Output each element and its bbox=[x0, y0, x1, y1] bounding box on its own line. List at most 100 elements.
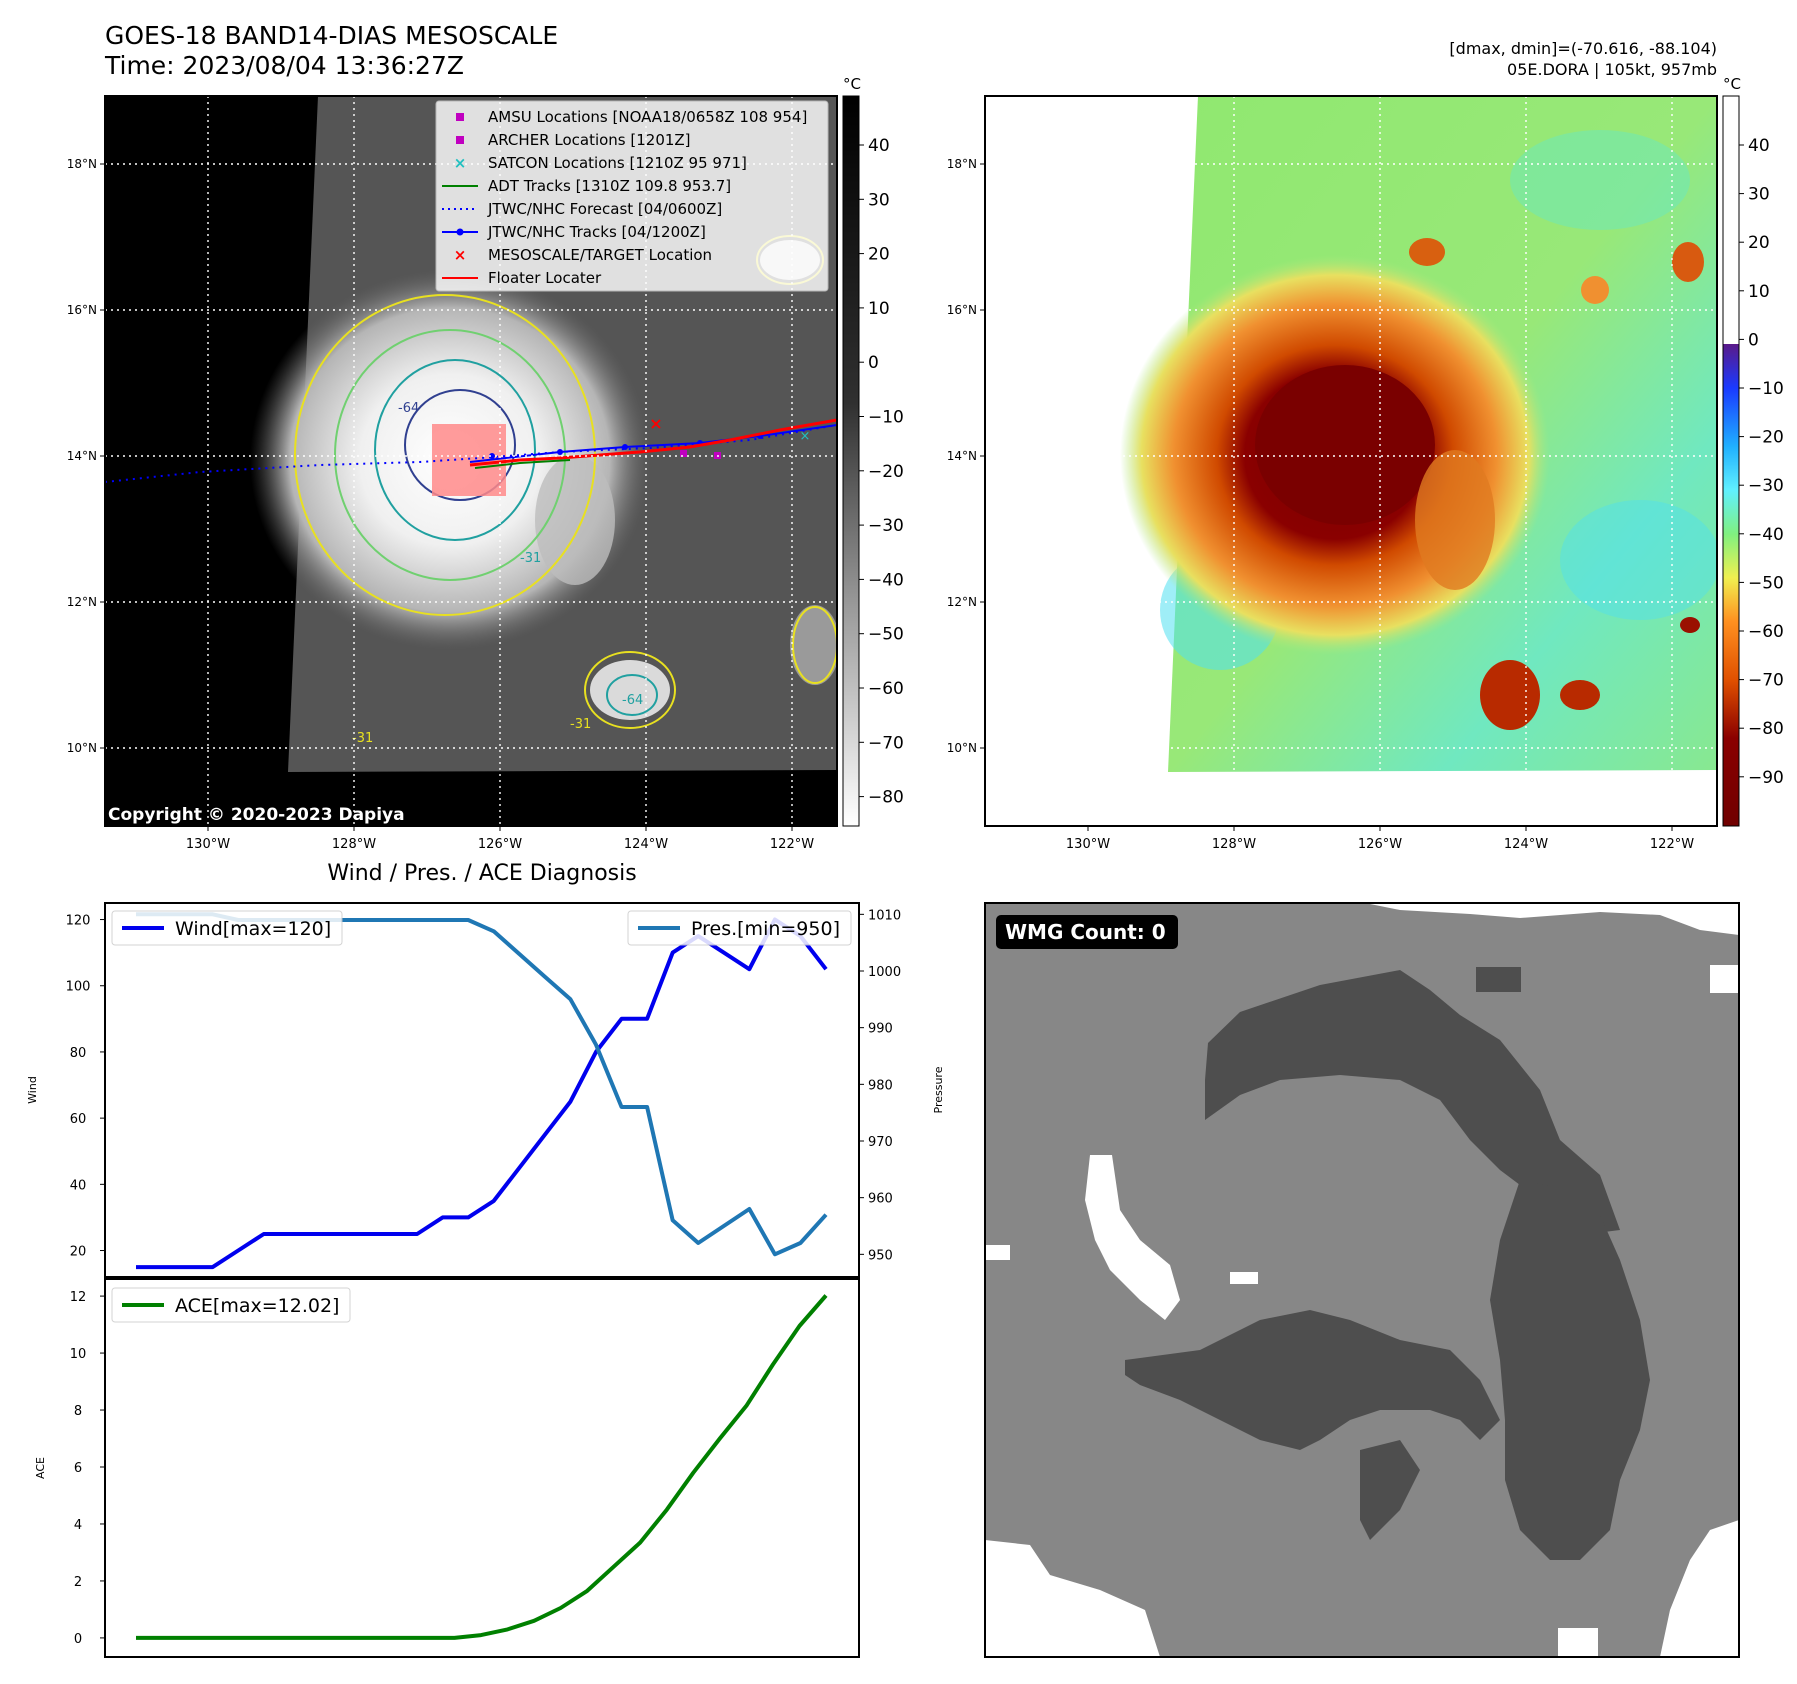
ir-lat-label: 10°N bbox=[67, 741, 97, 755]
colorbar-tick-label: −40 bbox=[868, 570, 904, 590]
colorbar-tick-label: 10 bbox=[1748, 282, 1770, 302]
mesoscale-target-marker: × bbox=[649, 414, 662, 433]
gray-colorbar: °C 40 30 20 10 0 −10 −20 −30 −40 −50 −60 −70 −80 bbox=[842, 75, 904, 827]
color-lat-label: 10°N bbox=[947, 741, 977, 755]
ir-contour-south bbox=[584, 651, 676, 729]
ace-tick-label: 0 bbox=[74, 1632, 82, 1647]
copyright-label: Copyright © 2020-2023 Dapiya bbox=[108, 805, 405, 825]
pressure-axis-label: Pressure bbox=[932, 1066, 945, 1113]
color-lon-label: 122°W bbox=[1650, 837, 1694, 852]
wind-tick-label: 120 bbox=[66, 914, 91, 929]
ir-contour-mid bbox=[334, 329, 566, 581]
ir-lat-label: 12°N bbox=[67, 595, 97, 609]
wmg-count-badge bbox=[996, 915, 1178, 949]
wind-legend: Wind[max=120] bbox=[111, 910, 343, 946]
legend-label: ARCHER Locations [1201Z] bbox=[488, 131, 691, 149]
ir-spiral-band bbox=[535, 455, 615, 585]
ace-tick-label: 4 bbox=[74, 1518, 82, 1533]
jtwc-track bbox=[469, 424, 837, 463]
wind-tick-label: 80 bbox=[70, 1046, 87, 1061]
legend-label: JTWC/NHC Tracks [04/1200Z] bbox=[487, 223, 706, 241]
colorbar-tick-label: −70 bbox=[868, 733, 904, 753]
ace-tick-label: 12 bbox=[70, 1290, 87, 1305]
ir-map-panel: -64 -31 -31 -64 -31 × × bbox=[104, 95, 838, 827]
colorbar-tick-label: −60 bbox=[868, 679, 904, 699]
legend-marker-dot bbox=[456, 228, 464, 236]
figure-title: GOES-18 BAND14-DIAS MESOSCALE bbox=[105, 21, 558, 50]
ir-lon-label: 122°W bbox=[770, 837, 814, 852]
wmg-white-corner-sw bbox=[985, 1540, 1160, 1657]
wmg-white-region-west bbox=[1085, 1155, 1180, 1320]
colorbar-tick-label: −10 bbox=[1748, 379, 1784, 399]
ace-legend-box bbox=[111, 1287, 351, 1323]
wind-pressure-chart: 20 40 60 80 100 120 950 960 970 980 990 1000 1010 Wi… bbox=[26, 902, 945, 1278]
ir-cloud-south bbox=[590, 660, 670, 720]
ir-lon-label: 128°W bbox=[332, 837, 376, 852]
jtwc-track-point bbox=[622, 444, 628, 450]
ir-contour-label: -31 bbox=[520, 551, 541, 566]
colorbar-tick-label: −20 bbox=[868, 462, 904, 482]
color-cool-patch bbox=[1560, 500, 1717, 620]
pressure-tick-label: 990 bbox=[868, 1022, 893, 1037]
ace-legend: ACE[max=12.02] bbox=[111, 1287, 351, 1323]
color-lon-label: 130°W bbox=[1066, 837, 1110, 852]
wmg-white-patch bbox=[1230, 1272, 1258, 1284]
colorbar-tick-label: 20 bbox=[1748, 233, 1770, 253]
pressure-tick-label: 960 bbox=[868, 1192, 893, 1207]
color-storm-core bbox=[1255, 365, 1435, 525]
pressure-tick-label: 1010 bbox=[868, 908, 901, 923]
ir-contour-core bbox=[404, 389, 516, 501]
legend-label: MESOSCALE/TARGET Location bbox=[488, 246, 712, 264]
ace-series-line bbox=[136, 1294, 828, 1640]
wind-legend-label: Wind[max=120] bbox=[175, 918, 331, 940]
color-cloud-south bbox=[1480, 660, 1540, 730]
color-map-panel bbox=[984, 95, 1718, 827]
legend-label: JTWC/NHC Forecast [04/0600Z] bbox=[487, 200, 722, 218]
legend-marker: × bbox=[454, 246, 467, 264]
colorbar-tick-label: −70 bbox=[1748, 671, 1784, 691]
pressure-legend: Pres.[min=950] bbox=[627, 910, 852, 946]
ir-cloud-se bbox=[790, 605, 837, 685]
wmg-white-patch bbox=[1710, 965, 1739, 993]
pressure-tick-label: 950 bbox=[868, 1248, 893, 1263]
ir-contour-label: -64 bbox=[622, 693, 643, 708]
legend-box bbox=[435, 100, 829, 292]
colorbar-tick-label: 40 bbox=[868, 136, 890, 156]
wmg-white-patch bbox=[985, 1245, 1010, 1260]
colorbar-tick-label: 0 bbox=[1748, 330, 1759, 350]
wmg-white-patch bbox=[1558, 1628, 1598, 1657]
colorbar-tick-label: −80 bbox=[1748, 719, 1784, 739]
ir-contour-label: -64 bbox=[398, 401, 419, 416]
colorbar-tick-label: 30 bbox=[1748, 185, 1770, 205]
jtwc-track-point bbox=[489, 453, 495, 459]
wind-tick-label: 60 bbox=[70, 1112, 87, 1127]
wmg-dark-region-sw bbox=[1360, 1440, 1420, 1540]
colorbar-tick-label: 0 bbox=[868, 353, 879, 373]
adt-track bbox=[474, 459, 571, 469]
colorbar-tick-label: −80 bbox=[868, 788, 904, 808]
chart-title: Wind / Pres. / ACE Diagnosis bbox=[327, 861, 636, 886]
pressure-legend-box bbox=[627, 910, 852, 946]
wmg-panel: WMG Count: 0 bbox=[984, 902, 1740, 1658]
colorbar-tick-label: 10 bbox=[868, 299, 890, 319]
pressure-tick-label: 1000 bbox=[868, 965, 901, 980]
color-cloud-se bbox=[1680, 617, 1700, 633]
wind-legend-box bbox=[111, 910, 343, 946]
legend-label: SATCON Locations [1210Z 95 971] bbox=[488, 154, 747, 172]
ir-lat-label: 14°N bbox=[67, 449, 97, 463]
wmg-count-label: WMG Count: 0 bbox=[1005, 920, 1166, 944]
legend-marker bbox=[456, 113, 464, 121]
ace-chart: 0 2 4 6 8 10 12 ACE ACE[max=12.02] bbox=[34, 1278, 860, 1658]
color-lat-label: 16°N bbox=[947, 303, 977, 317]
color-map-frame bbox=[984, 95, 1718, 827]
legend-label: Floater Locater bbox=[488, 269, 602, 287]
ace-legend-label: ACE[max=12.02] bbox=[175, 1295, 339, 1317]
wmg-dark-patch bbox=[1476, 967, 1521, 992]
wmg-dark-region-south bbox=[1125, 1310, 1500, 1450]
pressure-tick-label: 970 bbox=[868, 1135, 893, 1150]
ace-tick-label: 8 bbox=[74, 1404, 82, 1419]
wmg-frame bbox=[984, 902, 1740, 1658]
jtwc-track-point bbox=[557, 449, 563, 455]
ace-tick-label: 6 bbox=[74, 1461, 82, 1476]
colorbar-tick-label: −50 bbox=[868, 625, 904, 645]
